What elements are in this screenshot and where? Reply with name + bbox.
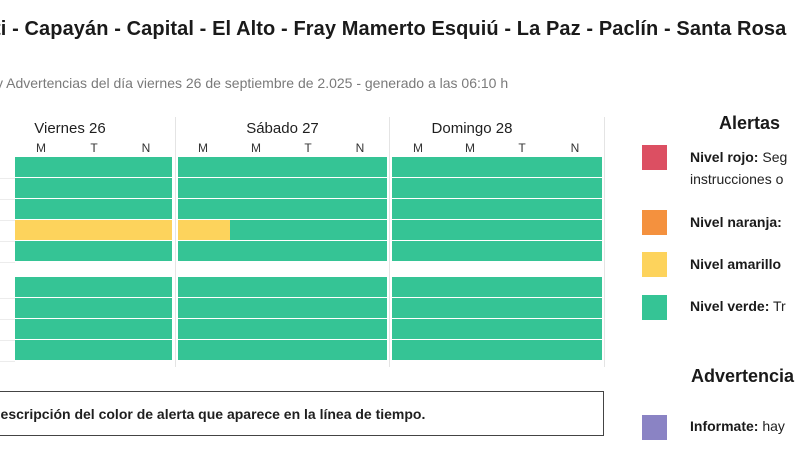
informate-text: Informate: hay xyxy=(690,415,785,437)
timeline-cell-green[interactable] xyxy=(15,157,172,177)
day-separator xyxy=(604,117,605,367)
row-guide xyxy=(0,241,15,242)
yellow-level-text: Nivel amarillo xyxy=(690,253,781,275)
row-guide xyxy=(0,199,15,200)
shift-label: T xyxy=(304,141,312,155)
green-level-desc: Tr xyxy=(773,298,786,314)
legend-note-text: descripción del color de alerta que apar… xyxy=(0,406,426,422)
green-level-text: Nivel verde: Tr xyxy=(690,295,786,317)
timeline-cell-green[interactable] xyxy=(178,319,387,339)
shift-label: T xyxy=(518,141,526,155)
day-separator xyxy=(389,117,390,367)
day-header-viernes: Viernes 26 xyxy=(34,120,106,137)
timeline-cell-green[interactable] xyxy=(392,340,602,360)
shift-label: M xyxy=(251,141,261,155)
row-guide xyxy=(0,319,15,320)
timeline-cell-green[interactable] xyxy=(15,241,172,261)
red-level-swatch xyxy=(642,145,667,170)
legend-note-box: descripción del color de alerta que apar… xyxy=(0,391,604,436)
timeline-cell-green[interactable] xyxy=(178,178,387,198)
yellow-level-swatch xyxy=(642,252,667,277)
red-level-desc-2: instrucciones o xyxy=(690,171,784,187)
shift-label: M xyxy=(36,141,46,155)
shift-label: M xyxy=(413,141,423,155)
timeline-cell-green[interactable] xyxy=(15,340,172,360)
informate-swatch xyxy=(642,415,667,440)
timeline-cell-yellow[interactable] xyxy=(15,220,172,240)
day-header-domingo: Domingo 28 xyxy=(431,120,513,137)
row-guide xyxy=(0,220,15,221)
timeline-cell-green[interactable] xyxy=(178,241,387,261)
orange-level-text: Nivel naranja: xyxy=(690,211,782,233)
shift-label: M xyxy=(465,141,475,155)
timeline-cell-green[interactable] xyxy=(392,319,602,339)
timeline-cell-green[interactable] xyxy=(392,199,602,219)
timeline-cell-green[interactable] xyxy=(178,340,387,360)
informate-label: Informate: xyxy=(690,418,759,434)
timeline-cell-green[interactable] xyxy=(230,220,387,240)
red-level-desc: Seg xyxy=(762,149,788,165)
orange-level-label: Nivel naranja: xyxy=(690,214,782,230)
timeline-cell-green[interactable] xyxy=(392,277,602,297)
timeline-cell-green[interactable] xyxy=(392,157,602,177)
timeline-cell-yellow[interactable] xyxy=(178,220,230,240)
green-level-swatch xyxy=(642,295,667,320)
alerts-heading: Alertas xyxy=(719,113,781,133)
row-guide xyxy=(0,340,15,341)
warnings-heading: Advertencia xyxy=(691,366,795,386)
timeline-cell-green[interactable] xyxy=(15,298,172,318)
shift-label: M xyxy=(198,141,208,155)
row-guide xyxy=(0,178,15,179)
row-guide xyxy=(0,361,15,362)
timeline-cell-green[interactable] xyxy=(15,319,172,339)
row-guide xyxy=(0,262,15,263)
timeline-cell-green[interactable] xyxy=(392,178,602,198)
timeline-cell-green[interactable] xyxy=(15,277,172,297)
shift-label: N xyxy=(355,141,365,155)
day-separator xyxy=(175,117,176,367)
timeline-cell-green[interactable] xyxy=(392,298,602,318)
timeline-cell-green[interactable] xyxy=(392,241,602,261)
yellow-level-label: Nivel amarillo xyxy=(690,256,782,272)
timeline-cell-green[interactable] xyxy=(15,178,172,198)
page-title: ti - Capayán - Capital - El Alto - Fray … xyxy=(0,18,787,40)
shift-label: N xyxy=(570,141,580,155)
timeline-cell-green[interactable] xyxy=(178,199,387,219)
shift-label: N xyxy=(141,141,151,155)
green-level-label: Nivel verde: xyxy=(690,298,770,314)
report-subtitle: y Advertencias del día viernes 26 de sep… xyxy=(0,75,509,91)
timeline-cell-green[interactable] xyxy=(178,157,387,177)
red-level-text: Nivel rojo: Seg instrucciones o xyxy=(690,146,787,190)
orange-level-swatch xyxy=(642,210,667,235)
timeline-cell-green[interactable] xyxy=(178,277,387,297)
timeline-cell-green[interactable] xyxy=(15,199,172,219)
informate-desc: hay xyxy=(762,418,785,434)
day-header-sabado: Sábado 27 xyxy=(246,120,319,137)
shift-label: T xyxy=(90,141,98,155)
row-guide xyxy=(0,298,15,299)
timeline-cell-green[interactable] xyxy=(178,298,387,318)
red-level-label: Nivel rojo: xyxy=(690,149,759,165)
timeline-cell-green[interactable] xyxy=(392,220,602,240)
